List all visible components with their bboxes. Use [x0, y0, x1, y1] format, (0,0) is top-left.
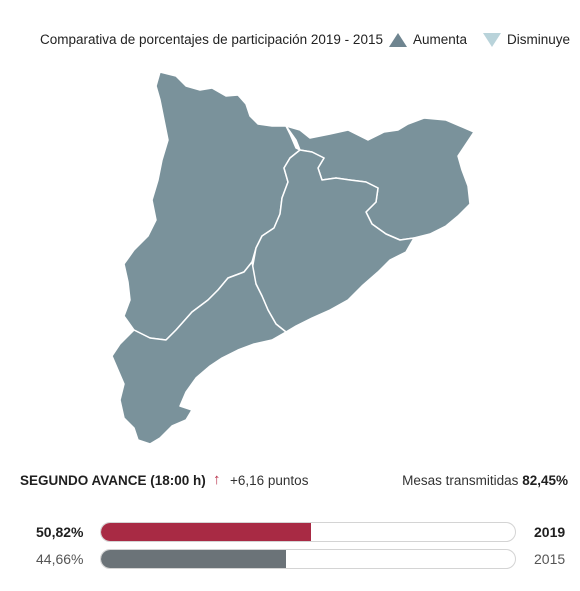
bar-row-2019: 50,82% 2019 — [0, 522, 580, 544]
triangle-up-icon — [389, 32, 407, 47]
bar-value-2015: 44,66% — [36, 551, 84, 567]
summary-title-text: SEGUNDO AVANCE — [20, 473, 147, 488]
map-legend: Comparativa de porcentajes de participac… — [0, 30, 580, 52]
arrow-up-icon: ↑ — [213, 471, 221, 488]
triangle-down-icon — [483, 32, 501, 47]
mesas-label: Mesas transmitidas — [402, 473, 519, 488]
summary-time: (18:00 h) — [150, 473, 206, 488]
bar-fill-2019 — [101, 523, 312, 541]
bar-value-2019: 50,82% — [36, 524, 84, 540]
mesas-transmitidas: Mesas transmitidas 82,45% — [402, 473, 568, 488]
summary-row: SEGUNDO AVANCE (18:00 h) ↑ +6,16 puntos … — [20, 471, 568, 491]
summary-title: SEGUNDO AVANCE (18:00 h) — [20, 473, 206, 488]
legend-title: Comparativa de porcentajes de participac… — [40, 32, 383, 47]
legend-decrease-label: Disminuye — [507, 32, 571, 47]
bar-year-2019: 2019 — [534, 524, 566, 540]
legend-decrease: Disminuye — [483, 32, 570, 47]
bar-track-2019 — [100, 522, 516, 542]
bar-year-2015: 2015 — [534, 551, 566, 567]
mesas-value: 82,45% — [522, 473, 568, 488]
catalonia-map — [111, 71, 475, 445]
summary-delta: +6,16 puntos — [230, 473, 309, 488]
legend-increase: Aumenta — [389, 32, 467, 47]
bar-fill-2015 — [101, 550, 286, 568]
region-tarragona[interactable] — [111, 261, 287, 445]
legend-increase-label: Aumenta — [413, 32, 468, 47]
bar-track-2015 — [100, 549, 516, 569]
bar-row-2015: 44,66% 2015 — [0, 549, 580, 571]
region-barcelona[interactable] — [251, 149, 415, 333]
